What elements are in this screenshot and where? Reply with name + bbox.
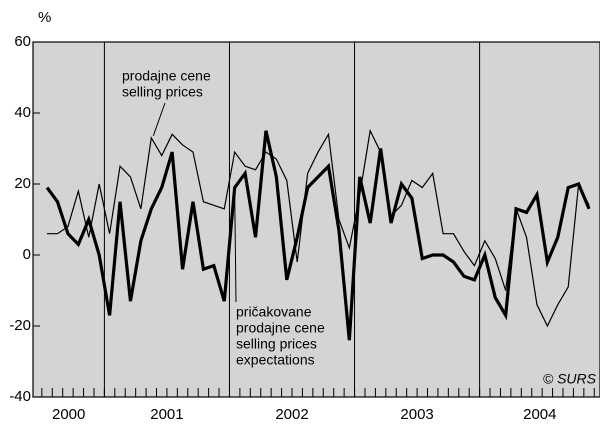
- x-tick-label: 2003: [400, 406, 433, 423]
- annotation: selling prices: [236, 336, 317, 352]
- annotation: expectations: [236, 352, 315, 368]
- x-tick-label: 2004: [523, 406, 556, 423]
- x-tick-label: 2000: [52, 406, 85, 423]
- annotation-leader: [234, 191, 237, 303]
- y-tick-label: -40: [9, 388, 31, 405]
- y-axis-label: %: [38, 9, 51, 26]
- plot-frame: [32, 41, 600, 398]
- data-line: [45, 130, 591, 341]
- source: © SURS: [543, 371, 597, 387]
- annotation: pričakovane: [236, 304, 312, 320]
- annotation-leader: [152, 102, 166, 137]
- x-tick-label: 2002: [275, 406, 308, 423]
- annotation: prodajne cene: [236, 320, 325, 336]
- y-tick-label: 60: [14, 33, 31, 50]
- y-tick-label: 0: [23, 246, 31, 263]
- y-tick-label: -20: [9, 317, 31, 334]
- data-line: [47, 128, 590, 328]
- annotation: prodajne cene: [122, 68, 211, 84]
- y-tick-label: 40: [14, 104, 31, 121]
- x-tick-label: 2001: [150, 406, 183, 423]
- y-tick-label: 20: [14, 175, 31, 192]
- annotation: selling prices: [122, 84, 203, 100]
- plot-background: [33, 42, 600, 397]
